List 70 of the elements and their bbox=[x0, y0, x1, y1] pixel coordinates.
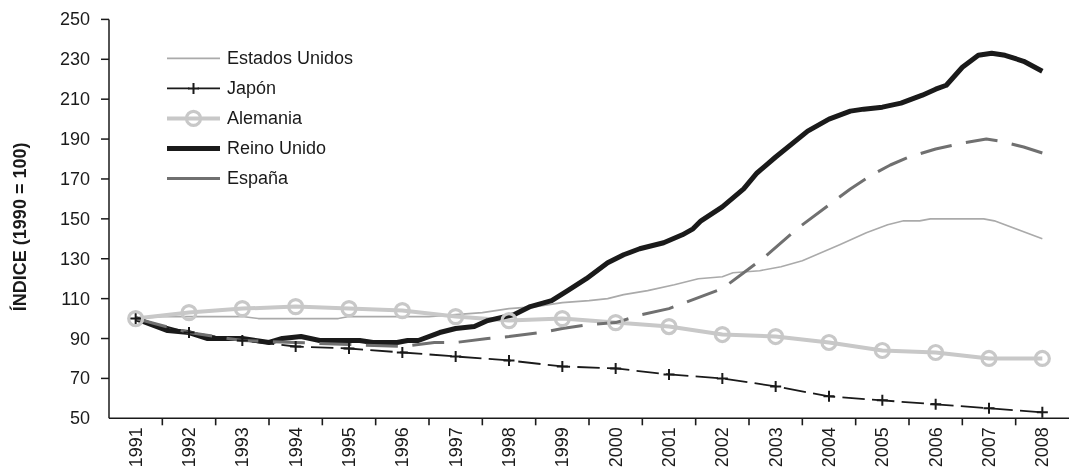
point bbox=[396, 346, 408, 358]
point bbox=[767, 327, 785, 346]
point bbox=[1033, 349, 1051, 368]
point bbox=[927, 343, 945, 362]
point bbox=[663, 368, 675, 380]
y-tick-label: 90 bbox=[69, 328, 90, 349]
legend-label: España bbox=[227, 168, 290, 189]
point bbox=[873, 341, 891, 360]
point bbox=[660, 317, 678, 336]
x-tick-label: 1996 bbox=[392, 427, 413, 468]
x-tick-label: 2002 bbox=[712, 427, 733, 468]
point bbox=[287, 298, 305, 316]
y-tick-label: 250 bbox=[59, 9, 90, 30]
point bbox=[503, 354, 515, 366]
point bbox=[930, 398, 942, 410]
x-tick-label: 1991 bbox=[125, 427, 146, 468]
point bbox=[1036, 406, 1048, 418]
legend-label: Japón bbox=[227, 78, 277, 99]
point bbox=[290, 341, 302, 352]
point bbox=[610, 362, 622, 374]
x-tick-label: 2001 bbox=[659, 427, 679, 468]
point bbox=[876, 394, 888, 406]
y-tick-label: 70 bbox=[69, 368, 90, 389]
x-tick-label: 2000 bbox=[605, 427, 626, 468]
point bbox=[236, 335, 248, 347]
y-tick-label: 230 bbox=[59, 49, 90, 70]
point bbox=[556, 360, 568, 372]
x-tick-label: 2008 bbox=[1032, 427, 1053, 468]
point bbox=[823, 390, 835, 402]
x-tick-label: 1997 bbox=[445, 427, 466, 468]
y-tick-label: 50 bbox=[69, 408, 90, 429]
y-tick-label: 130 bbox=[59, 248, 90, 269]
point bbox=[983, 402, 995, 414]
point bbox=[343, 342, 355, 354]
point bbox=[500, 311, 518, 330]
y-axis-title: ÍNDICE (1990 = 100) bbox=[9, 142, 30, 312]
point bbox=[127, 309, 145, 328]
point bbox=[980, 349, 998, 368]
x-tick-label: 2004 bbox=[819, 427, 839, 468]
point bbox=[820, 333, 838, 352]
y-tick-label: 170 bbox=[59, 168, 90, 189]
x-tick-label: 1999 bbox=[552, 427, 573, 468]
point bbox=[233, 300, 251, 318]
point bbox=[716, 372, 728, 384]
x-tick-label: 1992 bbox=[179, 427, 199, 468]
y-tick-label: 190 bbox=[59, 129, 90, 150]
point bbox=[447, 307, 465, 326]
legend-label: Alemania bbox=[227, 108, 304, 129]
point bbox=[607, 313, 625, 332]
x-tick-label: 1995 bbox=[339, 427, 359, 468]
point bbox=[450, 350, 462, 362]
y-tick-label: 110 bbox=[61, 288, 90, 309]
point bbox=[393, 302, 411, 320]
x-tick-label: 2006 bbox=[925, 427, 946, 468]
x-tick-label: 1993 bbox=[232, 427, 253, 468]
x-tick-label: 2007 bbox=[979, 427, 999, 468]
x-tick-label: 1998 bbox=[499, 427, 519, 468]
x-tick-label: 2005 bbox=[872, 427, 893, 468]
point bbox=[553, 309, 571, 328]
point bbox=[713, 325, 731, 344]
point bbox=[183, 327, 195, 339]
point bbox=[340, 300, 358, 318]
point bbox=[180, 303, 198, 322]
legend-label: Estados Unidos bbox=[227, 48, 354, 69]
x-tick-label: 1994 bbox=[285, 427, 306, 468]
x-tick-label: 2003 bbox=[765, 427, 786, 468]
y-tick-label: 150 bbox=[59, 208, 90, 229]
legend-label: Reino Unido bbox=[227, 138, 327, 159]
y-tick-label: 210 bbox=[59, 89, 90, 110]
point bbox=[770, 380, 782, 392]
